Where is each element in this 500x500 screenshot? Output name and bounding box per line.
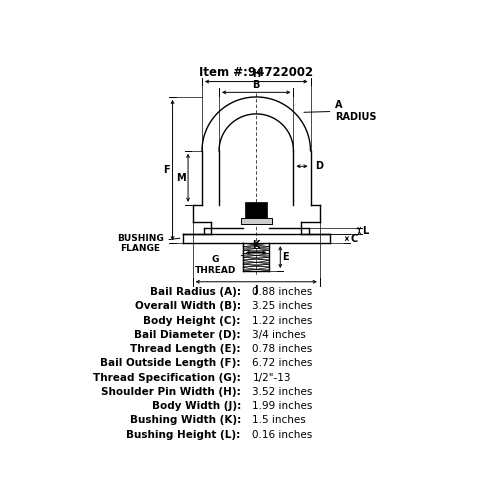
Text: H: H [252,69,260,79]
Text: M: M [176,173,186,183]
Text: B: B [252,80,260,90]
Text: A
RADIUS: A RADIUS [304,100,377,122]
Text: 1/2"-13: 1/2"-13 [252,372,291,382]
Text: C: C [350,234,358,243]
Text: 1.5 inches: 1.5 inches [252,416,306,426]
Text: 3.52 inches: 3.52 inches [252,387,313,397]
Text: G
THREAD: G THREAD [194,255,244,274]
Text: Bail Radius (A):: Bail Radius (A): [150,287,241,297]
Text: Body Width (J):: Body Width (J): [152,401,241,411]
Text: J: J [254,285,258,295]
Text: 3/4 inches: 3/4 inches [252,330,306,340]
Text: 1.99 inches: 1.99 inches [252,401,313,411]
Text: 3.25 inches: 3.25 inches [252,302,313,312]
Text: BUSHING
FLANGE: BUSHING FLANGE [116,234,180,253]
Text: 0.88 inches: 0.88 inches [252,287,312,297]
Text: Bail Diameter (D):: Bail Diameter (D): [134,330,241,340]
Text: L: L [362,226,368,236]
Bar [246,202,267,218]
Text: F: F [163,165,170,175]
Text: Bushing Height (L):: Bushing Height (L): [126,430,241,440]
Text: Body Height (C):: Body Height (C): [144,316,241,326]
Text: Thread Length (E):: Thread Length (E): [130,344,241,354]
Text: Bail Outside Length (F):: Bail Outside Length (F): [100,358,241,368]
Text: 0.78 inches: 0.78 inches [252,344,312,354]
Text: Overall Width (B):: Overall Width (B): [135,302,241,312]
Text: 0.16 inches: 0.16 inches [252,430,312,440]
Text: Shoulder Pin Width (H):: Shoulder Pin Width (H): [101,387,241,397]
Text: 1.22 inches: 1.22 inches [252,316,313,326]
Text: K: K [252,240,260,250]
Text: Item #:94722002: Item #:94722002 [199,66,314,79]
Text: Bushing Width (K):: Bushing Width (K): [130,416,241,426]
Text: D: D [315,162,323,172]
Bar [241,218,272,224]
Text: 6.72 inches: 6.72 inches [252,358,313,368]
Text: E: E [282,252,289,262]
Text: Thread Specification (G):: Thread Specification (G): [93,372,241,382]
